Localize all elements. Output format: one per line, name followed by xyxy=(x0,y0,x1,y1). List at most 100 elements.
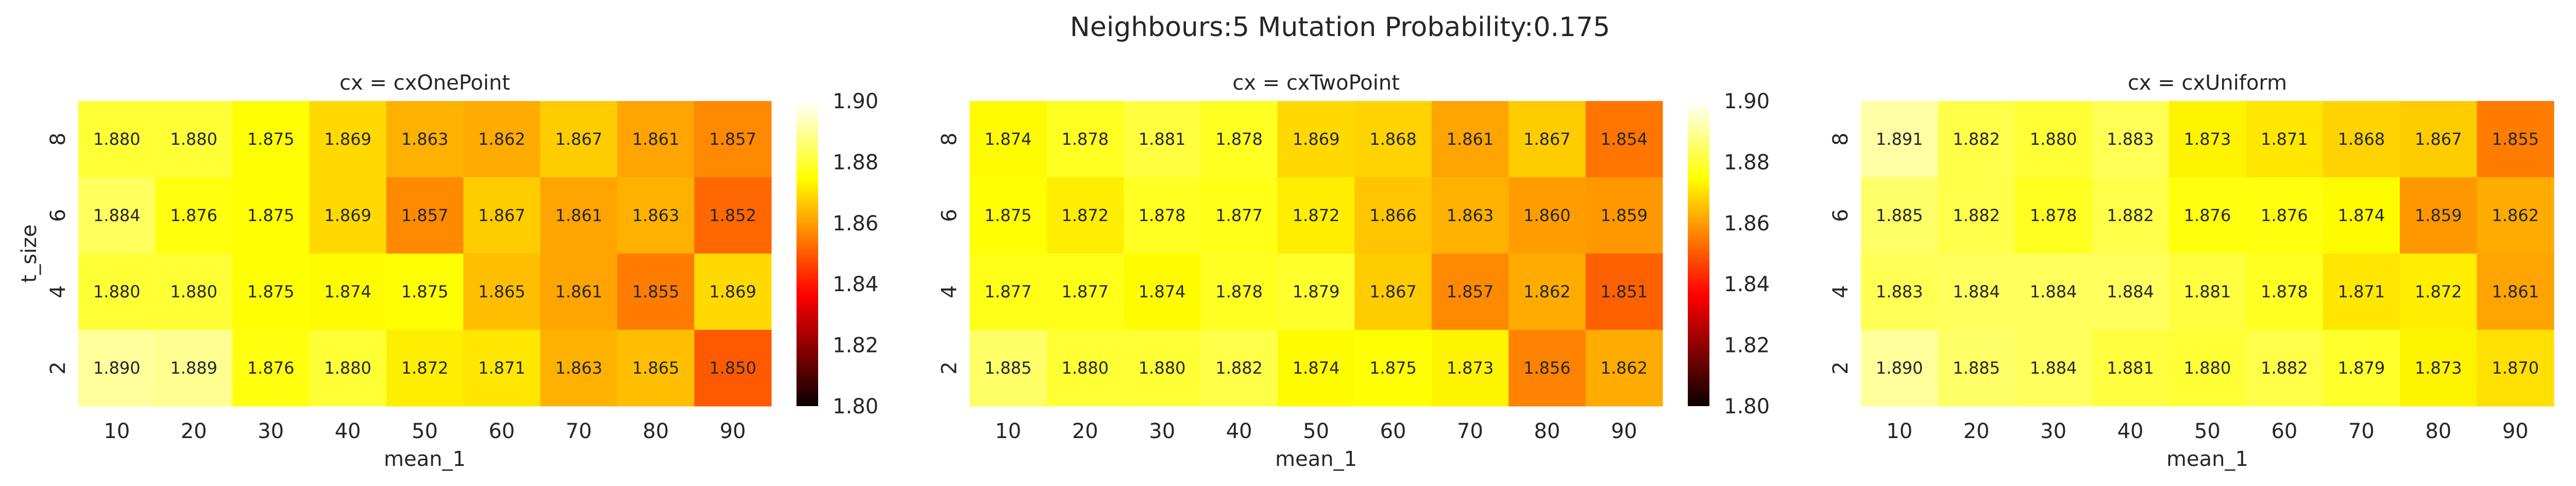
x-tick-label: 60 xyxy=(1380,420,1406,443)
colorbar-tick-label: 1.88 xyxy=(833,150,878,174)
heatmap-cell xyxy=(1938,254,2015,330)
cell-value-label: 1.878 xyxy=(1215,282,1263,301)
cell-value-label: 1.879 xyxy=(2338,358,2385,378)
cell-value-label: 1.862 xyxy=(2492,206,2539,225)
heatmap-cell xyxy=(970,330,1047,407)
heatmap-cell xyxy=(2246,101,2324,178)
cell-value-label: 1.879 xyxy=(1293,282,1340,301)
heatmap-cell xyxy=(78,177,156,254)
heatmap-cell xyxy=(1123,177,1201,254)
heatmap-cell xyxy=(1431,330,1509,407)
cell-value-label: 1.873 xyxy=(1447,358,1494,378)
heatmap-panel: cx = cxUniform 1.891 1.882 1.880 1.883 1.873 1… xyxy=(1829,71,2554,471)
cell-value-label: 1.873 xyxy=(2415,358,2462,378)
cell-value-label: 1.874 xyxy=(324,282,371,301)
cell-value-label: 1.862 xyxy=(1523,282,1571,301)
cell-value-label: 1.877 xyxy=(985,282,1032,301)
cell-value-label: 1.875 xyxy=(985,206,1032,225)
x-tick-label: 20 xyxy=(1963,420,1990,443)
cell-value-label: 1.861 xyxy=(1447,129,1494,149)
cell-value-label: 1.852 xyxy=(709,206,756,225)
cell-value-label: 1.867 xyxy=(2415,129,2462,149)
heatmap-cell xyxy=(2092,177,2170,254)
heatmap-cell xyxy=(1046,177,1124,254)
x-tick-label: 60 xyxy=(488,420,515,443)
heatmap-cell xyxy=(1431,254,1509,330)
cell-value-label: 1.871 xyxy=(478,358,526,378)
heatmap-cell xyxy=(2092,254,2170,330)
heatmap-cell xyxy=(1123,254,1201,330)
heatmap-cell xyxy=(1123,330,1201,407)
cell-value-label: 1.876 xyxy=(2184,206,2231,225)
cell-value-label: 1.871 xyxy=(2261,129,2308,149)
cell-value-label: 1.875 xyxy=(247,282,295,301)
x-tick-label: 10 xyxy=(995,420,1021,443)
cell-value-label: 1.863 xyxy=(632,206,680,225)
cell-value-label: 1.869 xyxy=(709,282,756,301)
cell-value-label: 1.863 xyxy=(401,129,449,149)
cell-value-label: 1.872 xyxy=(2415,282,2462,301)
cell-value-label: 1.872 xyxy=(401,358,449,378)
x-axis-label: mean_1 xyxy=(1275,447,1357,471)
cell-value-label: 1.880 xyxy=(1061,358,1109,378)
heatmap-cell xyxy=(386,177,464,254)
heatmap-cell xyxy=(1354,101,1432,178)
cell-value-label: 1.857 xyxy=(401,206,449,225)
x-tick-label: 30 xyxy=(2040,420,2066,443)
colorbar-tick-label: 1.90 xyxy=(1724,90,1770,113)
heatmap-cell xyxy=(309,177,387,254)
y-tick-label: 2 xyxy=(1829,361,1853,374)
heatmap-cell xyxy=(970,177,1047,254)
x-tick-label: 90 xyxy=(720,420,746,443)
cell-value-label: 1.867 xyxy=(1523,129,1571,149)
x-tick-label: 50 xyxy=(1303,420,1329,443)
x-tick-label: 10 xyxy=(104,420,130,443)
cell-value-label: 1.882 xyxy=(2107,206,2154,225)
cell-value-label: 1.859 xyxy=(2415,206,2462,225)
heatmap-cell xyxy=(1046,330,1124,407)
cell-value-label: 1.878 xyxy=(2030,206,2077,225)
cell-value-label: 1.857 xyxy=(1447,282,1494,301)
heatmap-cell xyxy=(1046,101,1124,178)
heatmap-cell xyxy=(463,254,541,330)
heatmap-cell xyxy=(2400,330,2478,407)
x-tick-label: 80 xyxy=(1534,420,1560,443)
cell-value-label: 1.884 xyxy=(2030,358,2077,378)
cell-value-label: 1.862 xyxy=(1600,358,1648,378)
heatmap-cell xyxy=(386,254,464,330)
colorbar-tick-label: 1.82 xyxy=(1724,334,1770,358)
heatmap-cell xyxy=(617,254,695,330)
cell-value-label: 1.878 xyxy=(1215,129,1263,149)
cell-value-label: 1.880 xyxy=(93,282,141,301)
x-tick-label: 20 xyxy=(1072,420,1098,443)
cell-value-label: 1.881 xyxy=(2107,358,2154,378)
heatmap-cell xyxy=(1938,177,2015,254)
y-tick-label: 4 xyxy=(1829,285,1853,298)
colorbar-tick-label: 1.82 xyxy=(833,334,878,358)
heatmap-cell xyxy=(1509,101,1586,178)
heatmap-cell xyxy=(2014,254,2092,330)
cell-value-label: 1.875 xyxy=(1369,358,1417,378)
cell-value-label: 1.870 xyxy=(2492,358,2539,378)
y-tick-label: 6 xyxy=(46,209,70,222)
heatmap-cell xyxy=(1200,101,1278,178)
cell-value-label: 1.882 xyxy=(1953,129,2000,149)
cell-value-label: 1.874 xyxy=(1139,282,1186,301)
cell-value-label: 1.854 xyxy=(1600,129,1648,149)
heatmap-cell xyxy=(2092,101,2170,178)
colorbar-tick-label: 1.84 xyxy=(1724,273,1770,296)
cell-value-label: 1.850 xyxy=(709,358,756,378)
heatmap-cell xyxy=(1200,330,1278,407)
y-tick-label: 6 xyxy=(938,209,961,222)
heatmap-cell xyxy=(1354,254,1432,330)
cell-value-label: 1.874 xyxy=(2338,206,2385,225)
x-tick-label: 30 xyxy=(1149,420,1175,443)
heatmap-cell xyxy=(1431,101,1509,178)
heatmap-cell xyxy=(1509,177,1586,254)
cell-value-label: 1.876 xyxy=(170,206,217,225)
cell-value-label: 1.867 xyxy=(1369,282,1417,301)
heatmap-cell xyxy=(1861,177,1939,254)
